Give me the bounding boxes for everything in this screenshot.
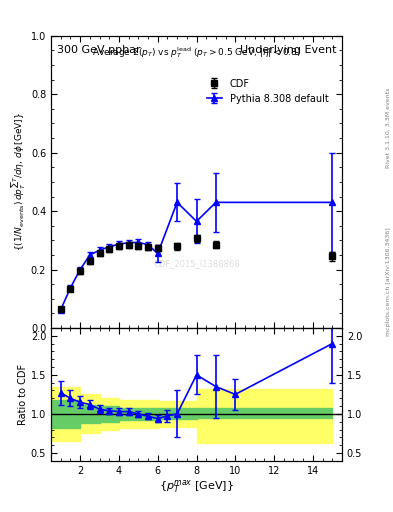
Text: Rivet 3.1.10, 3.3M events: Rivet 3.1.10, 3.3M events [386, 88, 391, 168]
Text: mcplots.cern.ch [arXiv:1306.3436]: mcplots.cern.ch [arXiv:1306.3436] [386, 227, 391, 336]
Text: Average $\Sigma(p_T)$ vs $p_T^\mathrm{lead}$ ($p_T > 0.5$ GeV, $|\eta| < 0.8$): Average $\Sigma(p_T)$ vs $p_T^\mathrm{le… [92, 45, 301, 59]
Legend: CDF, Pythia 8.308 default: CDF, Pythia 8.308 default [204, 76, 331, 106]
Y-axis label: Ratio to CDF: Ratio to CDF [18, 364, 28, 425]
X-axis label: $\{p_T^{max}\ [\mathrm{GeV}]\}$: $\{p_T^{max}\ [\mathrm{GeV}]\}$ [159, 478, 234, 496]
Y-axis label: $\{(1/N_\mathrm{events})\,dp^{\sum T}_T/d\eta,\,d\phi\,[\mathrm{GeV}]\}$: $\{(1/N_\mathrm{events})\,dp^{\sum T}_T/… [9, 113, 28, 251]
Text: 300 GeV ppbar: 300 GeV ppbar [57, 45, 141, 55]
Text: Underlying Event: Underlying Event [240, 45, 336, 55]
Text: CDF_2015_I1388868: CDF_2015_I1388868 [153, 259, 240, 268]
